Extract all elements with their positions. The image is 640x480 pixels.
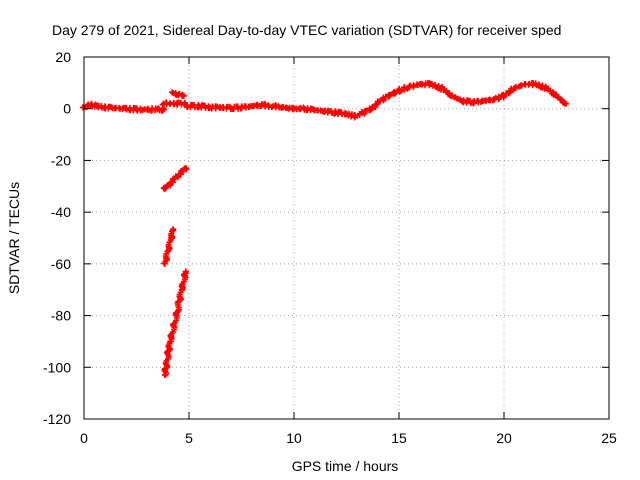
data-point	[170, 90, 177, 97]
data-point	[406, 83, 413, 90]
series-segment	[160, 165, 190, 192]
data-point	[511, 85, 518, 92]
y-tick-label: -60	[51, 256, 71, 272]
data-point	[183, 103, 190, 110]
data-point	[87, 101, 94, 108]
data-point	[173, 312, 180, 319]
data-point	[165, 247, 171, 254]
data-point	[385, 92, 392, 99]
data-point	[102, 104, 108, 111]
grid	[84, 57, 609, 419]
data-point	[490, 96, 497, 103]
chart-title: Day 279 of 2021, Sidereal Day-to-day VTE…	[52, 22, 561, 38]
data-point	[259, 101, 266, 108]
data-point	[522, 81, 528, 88]
data-point	[322, 108, 329, 115]
data-point	[196, 103, 203, 110]
data-markers	[161, 268, 189, 378]
data-point	[167, 338, 174, 345]
series-segment	[159, 99, 188, 108]
data-point	[207, 104, 213, 111]
y-tick-label: -100	[43, 359, 71, 375]
data-point	[238, 104, 245, 111]
data-point	[161, 372, 168, 379]
data-point	[312, 107, 318, 114]
plot-frame	[83, 56, 610, 420]
data-point	[343, 110, 350, 117]
data-point	[291, 105, 297, 112]
data-point	[175, 91, 182, 98]
data-point	[182, 165, 189, 172]
data-point	[228, 104, 234, 111]
data-point	[161, 185, 168, 192]
data-point	[217, 104, 224, 111]
data-point	[182, 268, 189, 275]
data-point	[280, 104, 287, 111]
data-point	[160, 106, 167, 113]
data-point	[301, 105, 308, 112]
data-point	[360, 109, 367, 116]
data-point	[448, 92, 455, 99]
data-point	[170, 227, 177, 234]
x-tick-label: 0	[80, 430, 88, 446]
data-point	[123, 105, 129, 112]
data-point	[154, 106, 161, 113]
data-markers	[268, 80, 569, 121]
data-point	[333, 109, 339, 116]
data-point	[438, 85, 444, 92]
y-tick-label: -80	[51, 308, 71, 324]
data-point	[427, 81, 434, 88]
data-point	[459, 97, 465, 104]
y-tick-label: -20	[51, 152, 71, 168]
y-tick-label: 0	[63, 101, 71, 117]
series-segment	[169, 89, 187, 99]
data-series	[79, 80, 569, 379]
data-point	[501, 92, 507, 99]
axis-ticks: 0 5 10 15 20 25 -120 -100 -80 -60 -40 -20 0 20	[43, 49, 617, 446]
data-point	[177, 170, 184, 177]
data-point	[532, 81, 539, 88]
data-point	[173, 100, 180, 107]
data-point	[553, 92, 560, 99]
data-point	[169, 178, 176, 185]
data-point	[375, 99, 381, 106]
y-tick-label: 20	[55, 49, 71, 65]
data-point	[351, 113, 358, 120]
data-point	[561, 100, 568, 107]
data-point	[112, 104, 119, 111]
data-point	[161, 260, 168, 267]
data-point	[480, 97, 486, 104]
series-segment	[183, 101, 272, 112]
x-tick-label: 15	[391, 430, 407, 446]
series-segment	[161, 226, 177, 267]
data-point	[168, 235, 175, 241]
y-tick-label: -120	[43, 411, 71, 427]
data-point	[133, 106, 140, 113]
data-point	[543, 85, 549, 92]
x-tick-label: 10	[286, 430, 302, 446]
x-axis-label: GPS time / hours	[292, 458, 399, 474]
data-point	[167, 100, 174, 107]
data-point	[144, 106, 150, 113]
data-point	[270, 103, 276, 110]
series-segment	[268, 80, 569, 121]
data-markers	[79, 100, 167, 114]
data-point	[396, 87, 402, 94]
data-point	[178, 286, 185, 293]
x-tick-label: 25	[601, 430, 617, 446]
x-tick-label: 20	[496, 430, 512, 446]
data-point	[469, 99, 476, 106]
data-point	[160, 100, 167, 107]
series-segment	[79, 100, 167, 114]
data-point	[180, 92, 187, 99]
y-tick-label: -40	[51, 204, 71, 220]
y-axis-label: SDTVAR / TECUs	[6, 182, 22, 294]
series-segment	[161, 268, 189, 379]
data-point	[249, 103, 255, 110]
data-point	[368, 105, 375, 112]
data-point	[417, 81, 423, 88]
data-point	[93, 103, 100, 110]
x-tick-label: 5	[185, 430, 193, 446]
